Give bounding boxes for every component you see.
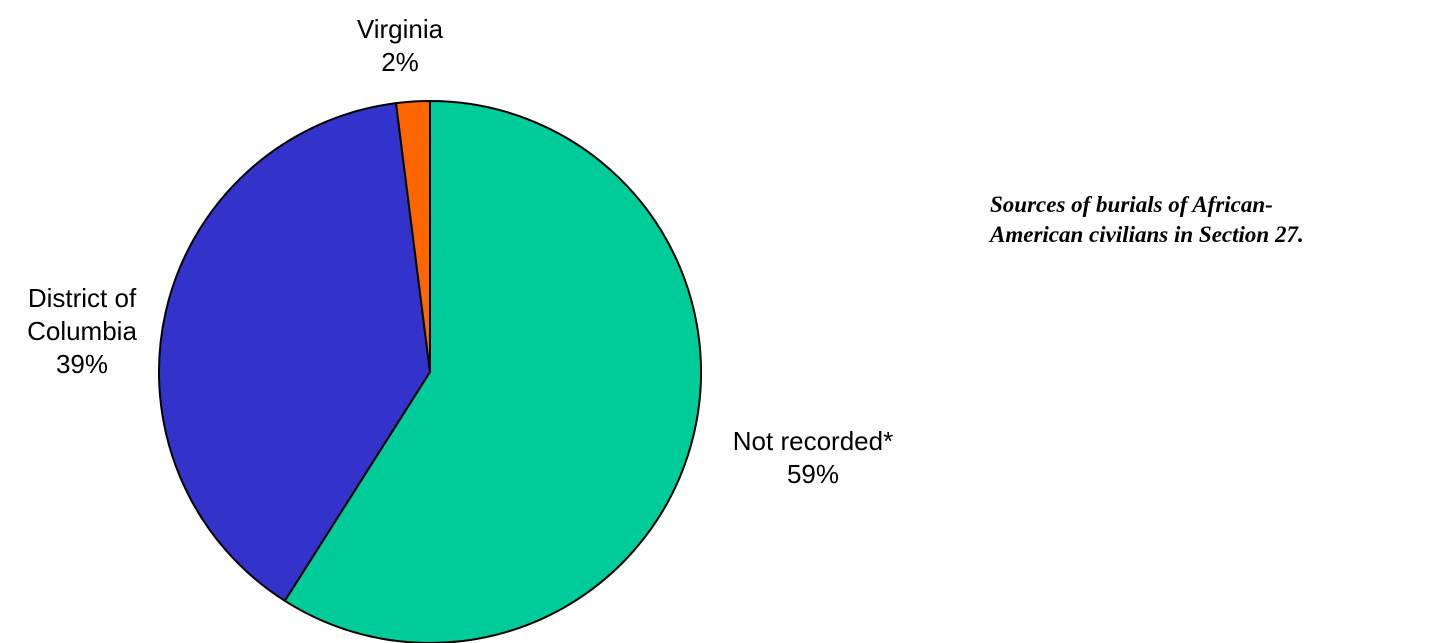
slice-percent-label: 39% — [56, 349, 108, 379]
pie-slice-district-of-columbia — [158, 102, 432, 603]
slice-category-label: District of — [28, 283, 137, 313]
slice-category-label: Virginia — [357, 14, 444, 44]
slice-category-label: Columbia — [27, 316, 137, 346]
caption-line-1: Sources of burials of African- — [990, 192, 1273, 217]
chart-caption: Sources of burials of African- American … — [990, 190, 1430, 250]
pie-slices — [158, 99, 702, 643]
slice-category-label: Not recorded* — [733, 426, 893, 456]
slice-label-not-recorded: Not recorded*59% — [733, 426, 893, 489]
pie-slice-virginia — [394, 99, 431, 373]
slice-percent-label: 59% — [787, 459, 839, 489]
caption-line-2: American civilians in Section 27. — [990, 222, 1304, 247]
slice-percent-label: 2% — [381, 47, 419, 77]
